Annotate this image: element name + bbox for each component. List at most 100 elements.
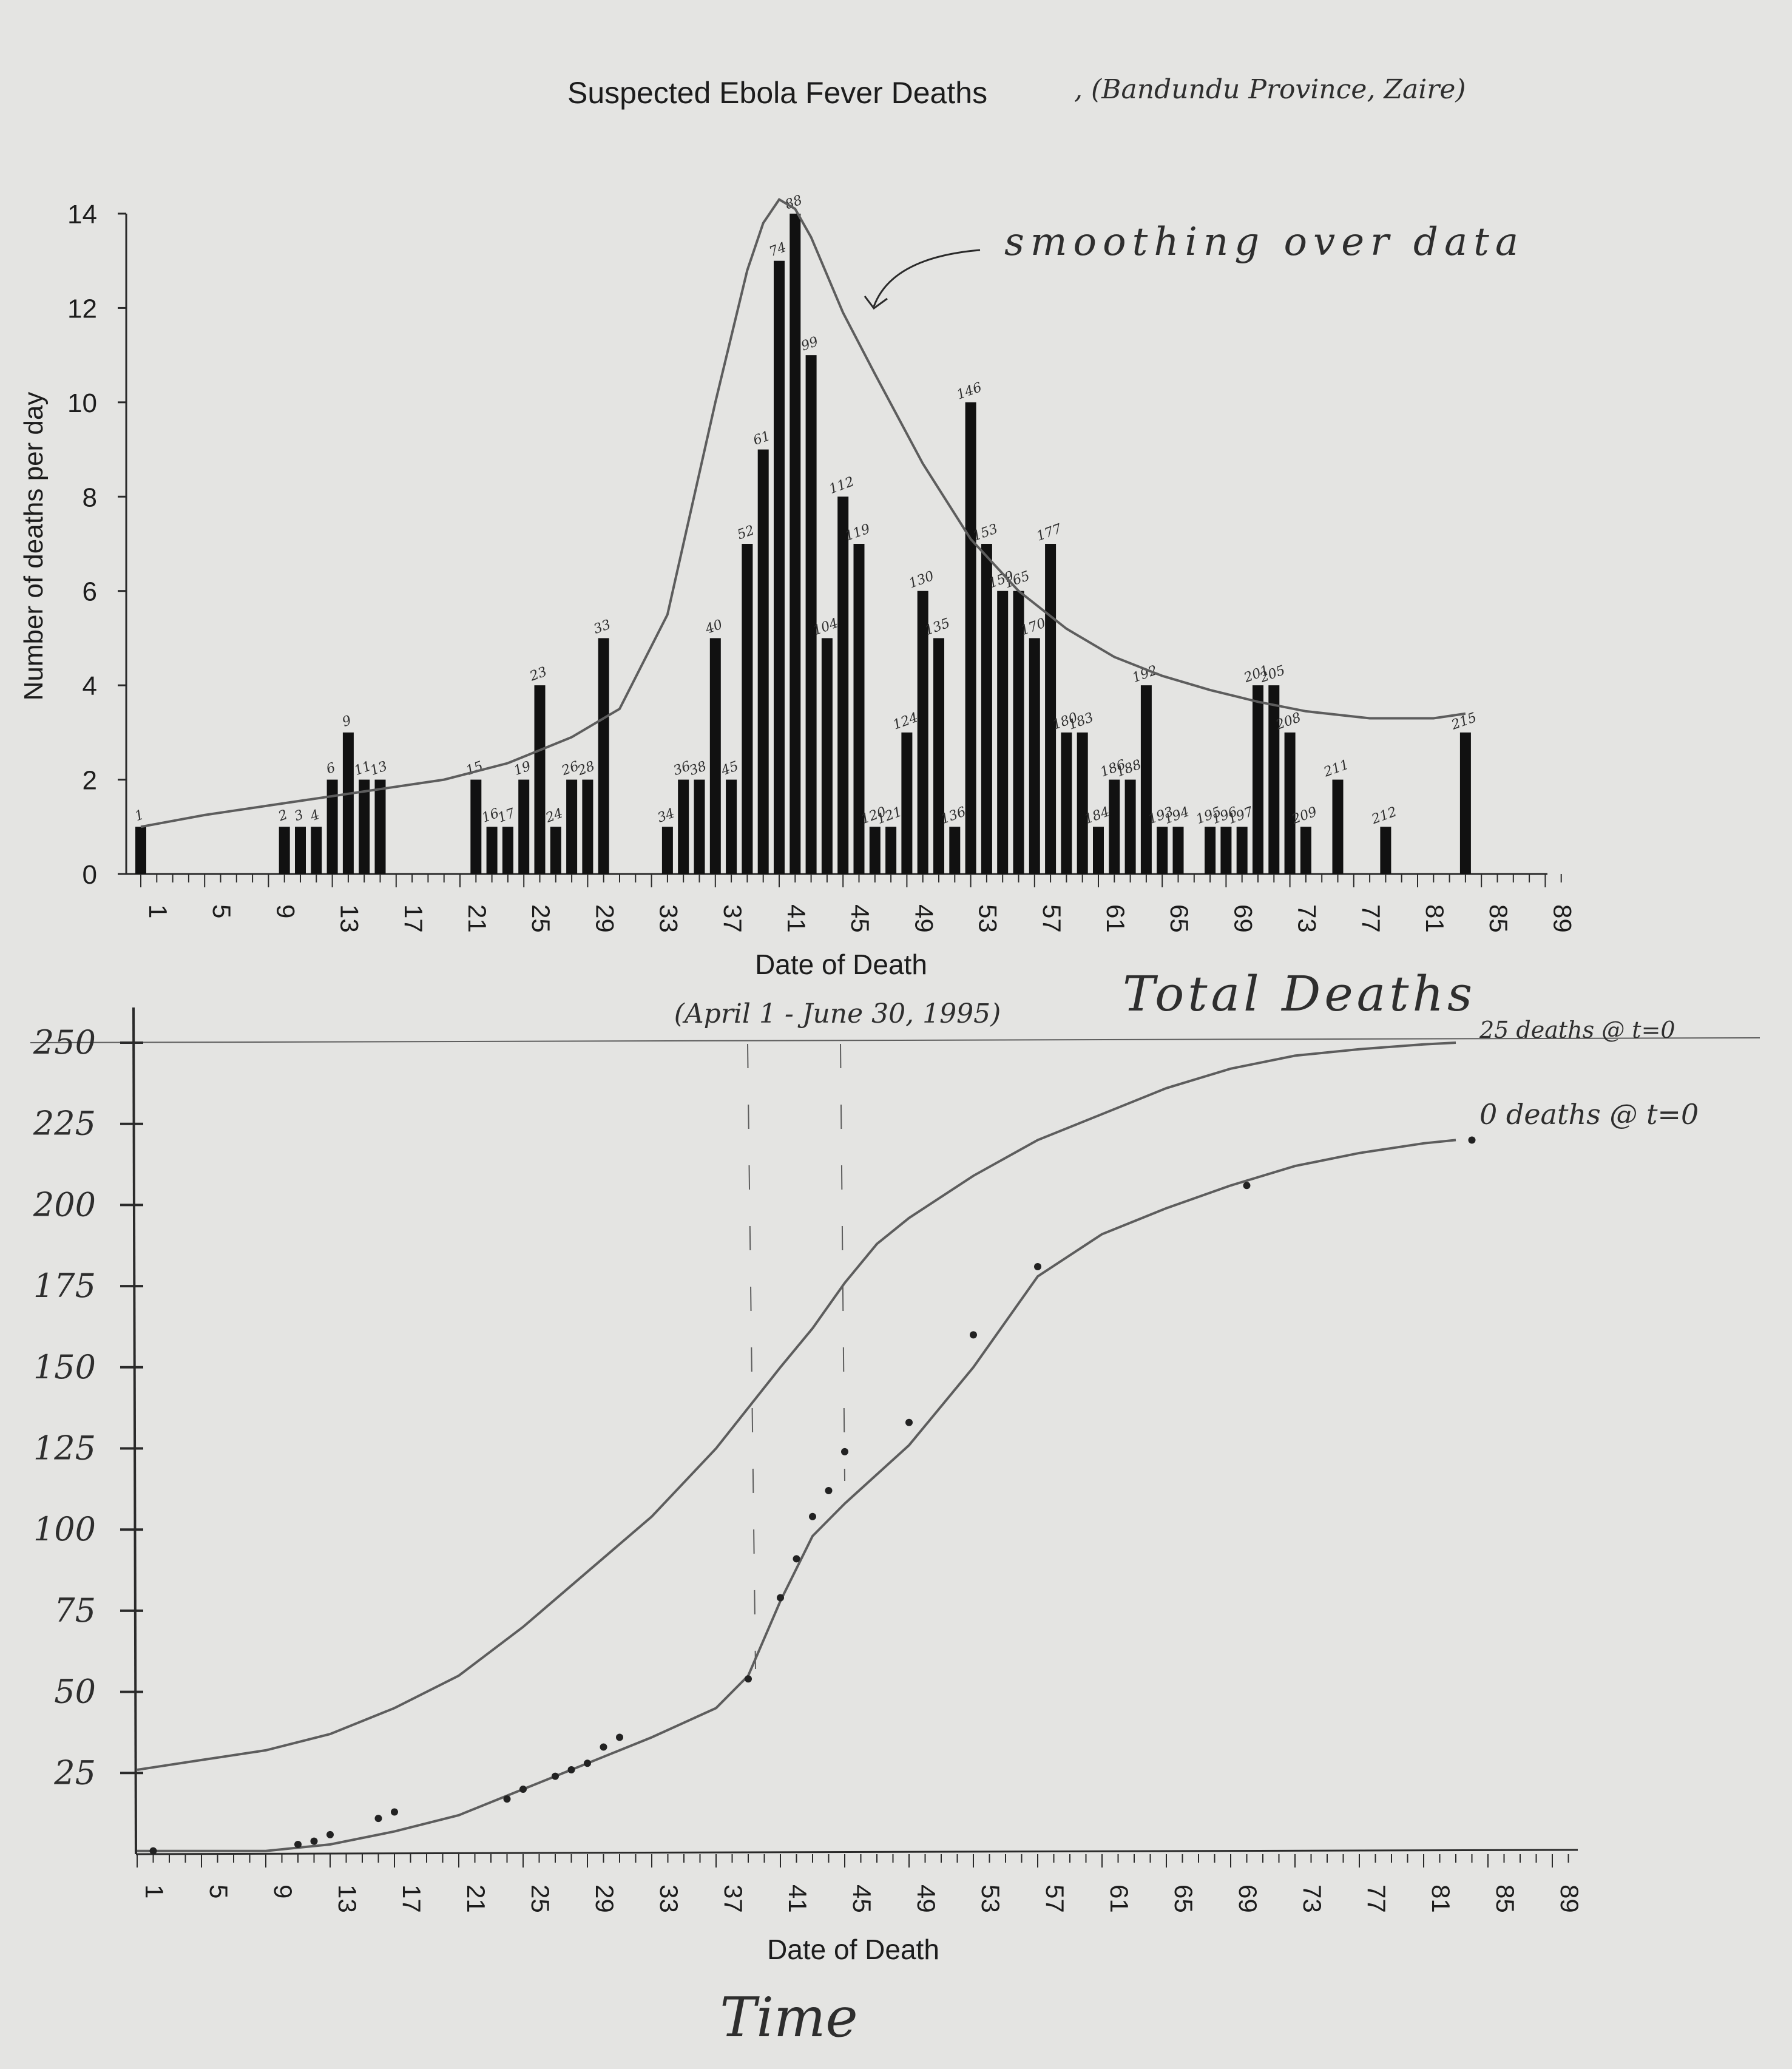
bar-data-label: 52 [735, 523, 757, 543]
data-point [777, 1594, 784, 1602]
y-tick-label: 6 [83, 577, 97, 607]
bottom-chart-title: Total Deaths [1123, 966, 1476, 1022]
bar [997, 591, 1009, 874]
data-point [519, 1786, 527, 1793]
y-axis-ticks: 25 50 75 100 125 150 175 200 225 250 [33, 1023, 143, 1792]
x-tick-label: 61 [1101, 904, 1130, 933]
bar [1124, 779, 1136, 874]
x-tick-label: 5 [208, 904, 236, 918]
bar [661, 827, 673, 874]
y-tick-label: 175 [33, 1267, 96, 1305]
bar [470, 779, 482, 874]
x-tick-label: 73 [1298, 1884, 1327, 1913]
data-point [503, 1795, 511, 1803]
x-tick-label: 81 [1427, 1884, 1455, 1913]
x-tick-label: 41 [782, 904, 811, 933]
bar-data-label: 24 [543, 806, 565, 826]
x-tick-label: 5 [205, 1884, 233, 1898]
bar-data-label: 112 [827, 474, 856, 497]
chart-title-note: , (Bandundu Province, Zaire) [1074, 74, 1466, 105]
x-tick-label: 17 [399, 904, 428, 933]
data-point [552, 1772, 559, 1780]
data-point [1034, 1263, 1041, 1271]
x-tick-label: 89 [1555, 1884, 1584, 1913]
y-tick-label: 200 [33, 1185, 96, 1224]
bar [901, 732, 913, 874]
data-point [584, 1759, 591, 1767]
x-tick-label: 1 [144, 904, 172, 918]
bar [1061, 732, 1072, 874]
bar-data-label: 28 [575, 759, 597, 779]
bar [933, 638, 944, 874]
y-tick-label: 225 [33, 1105, 96, 1143]
x-tick-label: 77 [1357, 904, 1385, 933]
x-tick-label: 17 [397, 1884, 426, 1913]
x-tick-label: 69 [1229, 904, 1257, 933]
x-tick-label: 49 [912, 1884, 941, 1913]
data-point [841, 1448, 848, 1455]
x-tick-label: 25 [526, 1884, 555, 1913]
y-axis-label: Number of deaths per day [19, 392, 49, 701]
data-point [326, 1830, 334, 1838]
x-axis-date-range-note: (April 1 - June 30, 1995) [674, 998, 1001, 1029]
y-tick-label: 75 [54, 1591, 96, 1630]
x-axis-line [135, 1849, 1578, 1855]
x-tick-label: 65 [1165, 904, 1194, 933]
bar-data-label: 146 [955, 380, 984, 403]
bar [135, 827, 146, 874]
smoothing-annotation: smoothing over data [1004, 220, 1524, 265]
bar [837, 496, 849, 874]
x-tick-label: 1 [140, 1884, 169, 1898]
smoothing-annotation-arrow [873, 249, 981, 307]
bar-data-label: 1 [133, 807, 146, 824]
y-tick-label: 0 [83, 860, 97, 890]
x-axis-label: Date of Death [755, 949, 927, 980]
series-label-0-deaths: 0 deaths @ t=0 [1479, 1098, 1699, 1131]
bar [1284, 732, 1296, 874]
data-point [374, 1815, 382, 1823]
series-line-25-deaths [137, 1041, 1456, 1771]
bar [917, 591, 928, 874]
x-tick-label: 89 [1548, 904, 1577, 933]
bar-data-label: 4 [308, 807, 322, 825]
bar [550, 827, 561, 874]
smoothing-annotation-arrowhead [864, 296, 888, 310]
x-tick-label: 85 [1484, 904, 1513, 933]
bar-data-label: 124 [891, 710, 920, 733]
x-tick-label: 25 [527, 904, 555, 933]
bar [965, 402, 976, 874]
bar [502, 827, 513, 874]
bar [694, 779, 705, 874]
bar [1300, 827, 1311, 874]
bar [1172, 827, 1184, 874]
y-tick-label: 50 [54, 1673, 96, 1711]
x-tick-label: 29 [590, 904, 619, 933]
bar [326, 779, 338, 874]
series-line-0-deaths [137, 1139, 1456, 1852]
bar [1205, 827, 1216, 874]
x-tick-label: 9 [271, 904, 300, 918]
bar-data-label: 9 [340, 713, 354, 730]
bar [981, 544, 992, 874]
data-points [149, 1136, 1476, 1855]
bar-data-label: 177 [1035, 521, 1064, 544]
x-tick-label: 77 [1362, 1884, 1391, 1913]
y-tick-label: 100 [33, 1510, 96, 1548]
bar-data-label: 74 [767, 240, 788, 260]
x-tick-label: 33 [655, 1884, 683, 1913]
bar [709, 638, 721, 874]
x-tick-label: 65 [1169, 1884, 1198, 1913]
guide-line-day-40 [747, 1043, 756, 1670]
data-point [1243, 1182, 1251, 1190]
total-deaths-line-chart: Total Deaths 255075100125150175200225250… [30, 966, 1760, 2050]
bar-data-label: 19 [512, 759, 533, 779]
y-tick-label: 8 [83, 483, 97, 512]
x-tick-label: 29 [590, 1884, 619, 1913]
bar [518, 779, 530, 874]
x-tick-label: 53 [976, 1884, 1005, 1913]
bar [774, 260, 785, 874]
guide-line-day-45 [840, 1043, 845, 1481]
x-tick-label: 37 [718, 904, 747, 933]
y-tick-label: 4 [83, 671, 97, 701]
